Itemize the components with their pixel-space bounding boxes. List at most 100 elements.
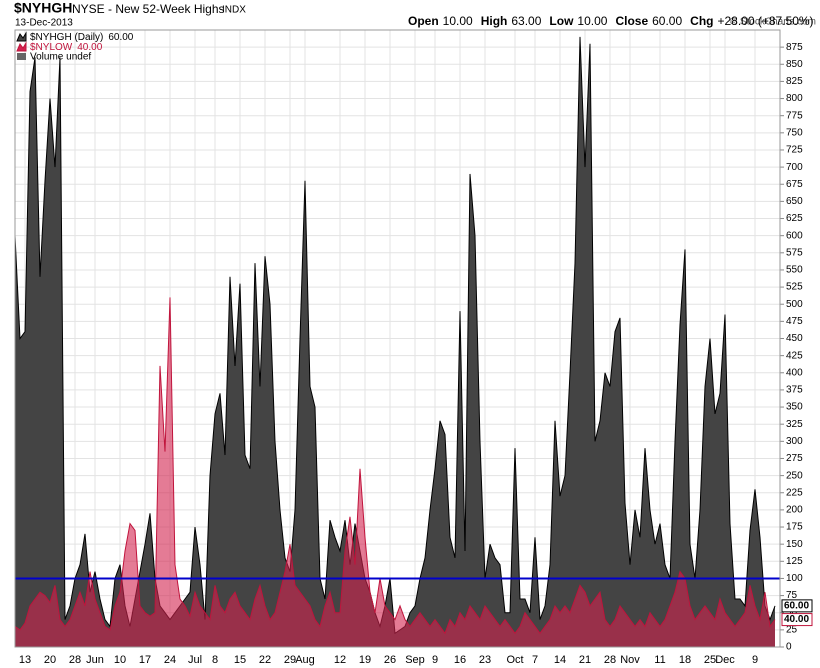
x-tick-label: 17 (139, 654, 151, 666)
last-value-label: 60.00 (784, 601, 809, 612)
legend-label: $NYLOW 40.00 (30, 42, 103, 53)
x-tick-label: Jun (86, 654, 104, 666)
x-tick-label: 7 (532, 654, 538, 666)
x-tick-label: 19 (359, 654, 371, 666)
legend-label: Volume undef (30, 52, 91, 63)
y-tick-label: 150 (786, 539, 803, 550)
symbol: $NYHGH (14, 0, 72, 16)
quote-label: High (481, 14, 508, 28)
x-tick-label: 9 (432, 654, 438, 666)
x-tick-label: Dec (715, 654, 735, 666)
x-tick-label: 26 (384, 654, 396, 666)
legend-value: 60.00 (108, 32, 133, 43)
exchange: INDX (222, 5, 246, 16)
legend-label: $NYHGH (Daily) 60.00 (30, 32, 134, 43)
quote-value: 10.00 (577, 14, 607, 28)
y-tick-label: 525 (786, 282, 803, 293)
last-value-box (781, 599, 813, 613)
quote-value: 60.00 (652, 14, 682, 28)
y-tick-label: 750 (786, 127, 803, 138)
y-tick-label: 225 (786, 487, 803, 498)
area-line (14, 297, 776, 635)
x-tick-label: 23 (479, 654, 491, 666)
quote-value: 63.00 (511, 14, 541, 28)
plot-border (14, 29, 781, 648)
area-fill (15, 297, 775, 647)
quote-text: Open 10.00 High 63.00 Low 10.00 Close 60.00 Chg +… (408, 14, 814, 28)
y-tick-label: 725 (786, 145, 803, 156)
last-value-label: 40.00 (784, 614, 809, 625)
x-tick-label: 25 (704, 654, 716, 666)
credit: © StockCharts.com (730, 17, 816, 28)
y-tick-label: 125 (786, 556, 803, 567)
y-tick-label: 425 (786, 350, 803, 361)
date: 13-Dec-2013 (15, 18, 73, 29)
y-tick-label: 25 (786, 625, 798, 636)
x-tick-label: 16 (454, 654, 466, 666)
y-tick-label: 75 (786, 590, 798, 601)
y-tick-label: 575 (786, 247, 803, 258)
x-tick-label: 21 (579, 654, 591, 666)
quote-label: Low (549, 14, 574, 28)
x-tick-label: 18 (679, 654, 691, 666)
x-tick-label: 22 (259, 654, 271, 666)
y-tick-label: 475 (786, 316, 803, 327)
x-tick-label: Oct (506, 654, 523, 666)
x-tick-label: 28 (69, 654, 81, 666)
legend-value: 40.00 (77, 42, 102, 53)
area-fill (15, 36, 775, 648)
y-tick-label: 675 (786, 179, 803, 190)
x-tick-label: 24 (164, 654, 176, 666)
x-tick-label: Aug (295, 654, 315, 666)
y-tick-label: 775 (786, 110, 803, 121)
legend-name: $NYHGH (Daily) (30, 32, 103, 43)
y-tick-label: 825 (786, 76, 803, 87)
y-tick-label: 650 (786, 196, 803, 207)
y-tick-label: 350 (786, 402, 803, 413)
y-tick-label: 200 (786, 505, 803, 516)
last-value-box (781, 613, 813, 627)
legend-icon (17, 53, 26, 60)
y-tick-label: 500 (786, 299, 803, 310)
y-tick-label: 850 (786, 59, 803, 70)
x-tick-label: Nov (620, 654, 640, 666)
x-tick-label: 29 (284, 654, 296, 666)
x-tick-label: Sep (405, 654, 425, 666)
x-tick-label: 8 (212, 654, 218, 666)
x-tick-label: 10 (114, 654, 126, 666)
y-tick-label: 600 (786, 230, 803, 241)
x-tick-label: 14 (554, 654, 566, 666)
y-tick-label: 700 (786, 162, 803, 173)
chart-title: NYSE - New 52-Week Highs (72, 2, 225, 16)
legend-icon (16, 41, 27, 52)
y-tick-label: 800 (786, 93, 803, 104)
y-tick-label: 550 (786, 265, 803, 276)
x-tick-label: 13 (19, 654, 31, 666)
x-tick-label: 20 (44, 654, 56, 666)
y-tick-label: 175 (786, 522, 803, 533)
legend-name: $NYLOW (30, 42, 73, 53)
y-tick-label: 275 (786, 453, 803, 464)
x-tick-label: 11 (654, 654, 665, 666)
y-tick-label: 0 (786, 642, 792, 653)
y-tick-label: 450 (786, 333, 803, 344)
y-tick-label: 875 (786, 42, 803, 53)
y-tick-label: 300 (786, 436, 803, 447)
y-tick-label: 100 (786, 573, 803, 584)
x-tick-label: 9 (752, 654, 758, 666)
y-tick-label: 325 (786, 419, 803, 430)
quote-label: Open (408, 14, 439, 28)
y-tick-label: 375 (786, 385, 803, 396)
quote-label: Close (615, 14, 648, 28)
y-tick-label: 50 (786, 607, 798, 618)
x-tick-label: 28 (604, 654, 616, 666)
x-tick-label: 12 (334, 654, 346, 666)
legend-icon (16, 31, 27, 42)
y-tick-label: 625 (786, 213, 803, 224)
x-tick-label: 15 (234, 654, 246, 666)
quote: Open 10.00 High 63.00 Low 10.00 Close 60.00 Chg +… (408, 14, 814, 28)
y-tick-label: 400 (786, 367, 803, 378)
quote-value: +28.00 (+87.50%) (717, 14, 813, 28)
x-tick-label: Jul (188, 654, 202, 666)
